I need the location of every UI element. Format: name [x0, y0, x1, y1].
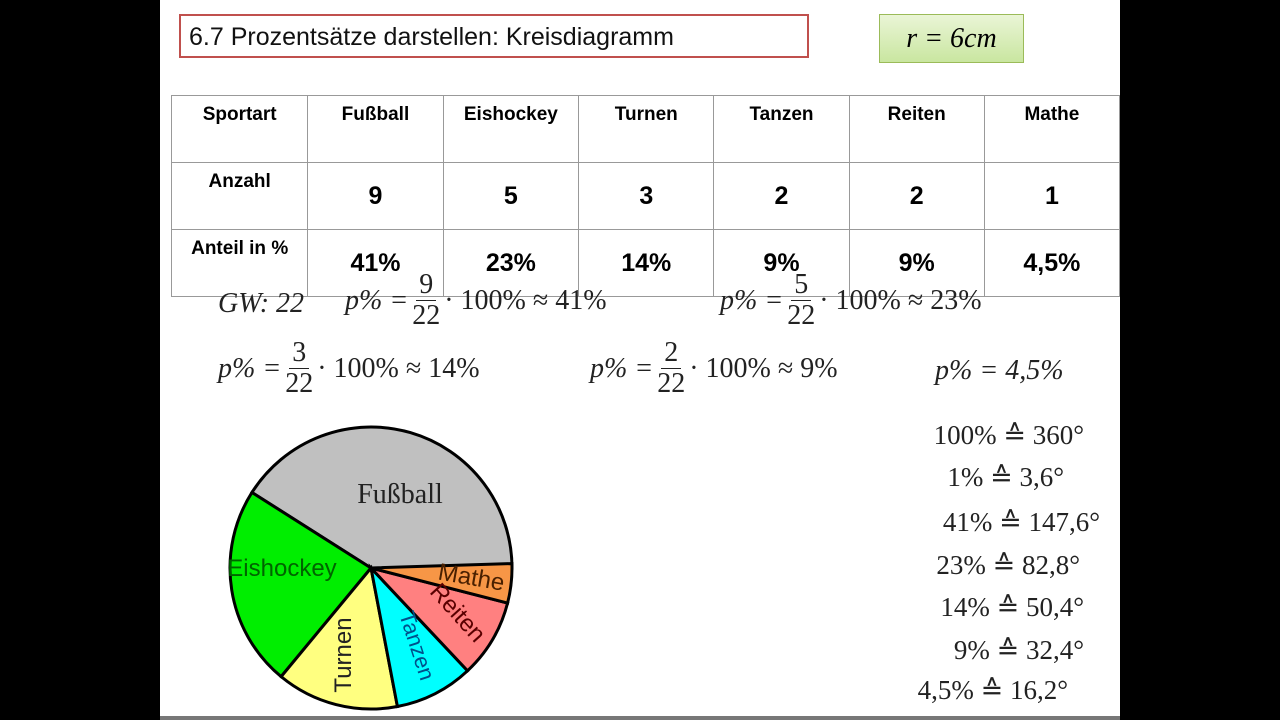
pie-slice-1 — [228, 490, 374, 679]
formula-text: p% = 4,5% — [935, 355, 1064, 386]
numerator: 3 — [289, 338, 310, 369]
table-cell: 14% — [578, 229, 715, 297]
formula-5: p% = 4,5% — [935, 355, 1064, 387]
formula-4: p% = 2 22 · 100% ≈ 9% — [590, 338, 838, 399]
formula-lhs: p% = — [218, 352, 282, 384]
radius-box: r = 6cm — [879, 14, 1024, 63]
fraction: 2 22 — [657, 338, 685, 399]
denominator: 22 — [657, 368, 686, 399]
formula-result: 14% — [428, 352, 480, 384]
table-cell: 1 — [983, 162, 1121, 230]
slide: 6.7 Prozentsätze darstellen: Kreisdiagra… — [160, 0, 1121, 718]
fraction: 9 22 — [412, 270, 440, 331]
table-cell: Tanzen — [713, 95, 850, 163]
formula-1: p% = 9 22 · 100% ≈ 41% — [345, 270, 607, 331]
numerator: 5 — [791, 270, 812, 301]
degree-line: 41% ≙ 147,6° — [942, 507, 1100, 537]
data-table: Sportart Fußball Eishockey Turnen Tanzen… — [170, 95, 1121, 297]
denominator: 22 — [787, 300, 816, 331]
formula-times: · 100% ≈ — [819, 284, 924, 316]
table-cell: 9% — [713, 229, 850, 297]
table-cell: 41% — [307, 229, 444, 297]
fraction: 3 22 — [285, 338, 313, 399]
formula-2: p% = 5 22 · 100% ≈ 23% — [720, 270, 982, 331]
numerator: 9 — [416, 270, 437, 301]
gw-text: GW: 22 — [218, 288, 305, 319]
pie-label-1: Eishockey — [227, 555, 336, 582]
row-header: Anteil in % — [170, 229, 309, 297]
formula-3: p% = 3 22 · 100% ≈ 14% — [218, 338, 480, 399]
table-cell: Reiten — [848, 95, 985, 163]
formula-result: 9% — [800, 352, 838, 384]
pie-slice-2 — [279, 564, 400, 711]
formula-result: 41% — [555, 284, 607, 316]
pie-slice-4 — [366, 565, 510, 673]
degree-line: 4,5% ≙ 16,2° — [917, 675, 1068, 705]
denominator: 22 — [412, 300, 441, 331]
table-cell: 4,5% — [983, 229, 1121, 297]
formula-times: · 100% ≈ — [444, 284, 549, 316]
table-cell: 2 — [713, 162, 850, 230]
pie-slice-5 — [370, 562, 514, 605]
pie-label-2: Turnen — [330, 617, 357, 692]
degree-line: 23% ≙ 82,8° — [936, 550, 1080, 580]
pie-label-0: Fußball — [357, 479, 443, 510]
formula-lhs: p% = — [345, 284, 409, 316]
table-row: Anzahl 9 5 3 2 2 1 — [170, 162, 1121, 230]
basic-value: GW: 22 — [218, 288, 304, 320]
table-cell: Fußball — [307, 95, 444, 163]
row-header: Anzahl — [170, 162, 309, 230]
degree-line: 100% ≙ 360° — [933, 420, 1084, 450]
degree-line: 9% ≙ 32,4° — [953, 635, 1084, 665]
bottom-bar — [160, 716, 1120, 720]
formula-result: 23% — [930, 284, 982, 316]
numerator: 2 — [661, 338, 682, 369]
formula-lhs: p% = — [590, 352, 654, 384]
table-row: Anteil in % 41% 23% 14% 9% 9% 4,5% — [170, 229, 1121, 297]
table-cell: Mathe — [983, 95, 1121, 163]
degree-line: 1% ≙ 3,6° — [947, 462, 1064, 492]
degree-line: 14% ≙ 50,4° — [940, 592, 1084, 622]
formula-times: · 100% ≈ — [317, 352, 422, 384]
fraction: 5 22 — [787, 270, 815, 331]
table-cell: 5 — [442, 162, 580, 230]
denominator: 22 — [285, 368, 314, 399]
formula-times: · 100% ≈ — [689, 352, 794, 384]
formula-lhs: p% = — [720, 284, 784, 316]
slide-title: 6.7 Prozentsätze darstellen: Kreisdiagra… — [179, 14, 809, 58]
pie-slice-3 — [368, 563, 470, 709]
